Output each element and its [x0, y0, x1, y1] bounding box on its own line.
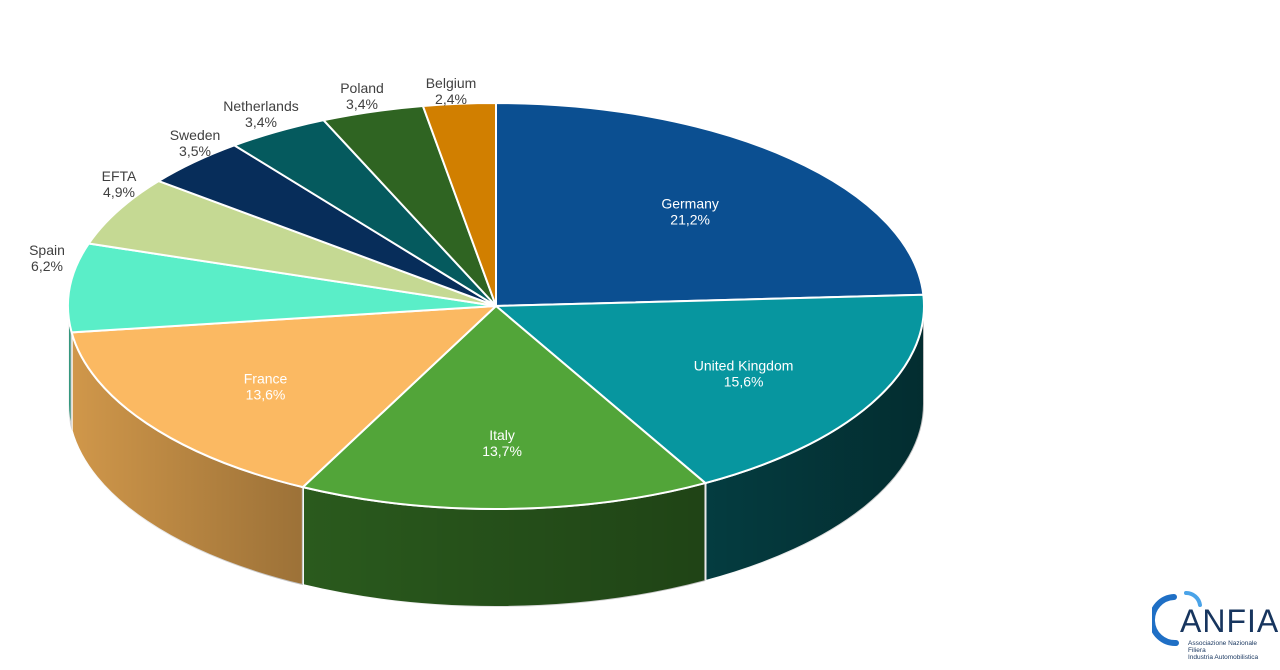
slice-value-germany: 21,2%: [670, 212, 710, 228]
pie-slice-france: [70, 304, 499, 489]
anfia-logo-mark: [1152, 590, 1202, 647]
pie-side-shade-united-kingdom: [705, 306, 924, 582]
pie-side-shade-spain: [68, 306, 72, 431]
slice-label-belgium: Belgium: [426, 75, 477, 91]
slice-value-belgium: 2,4%: [435, 91, 467, 107]
pie-tops: [67, 101, 925, 510]
pie-slice-spain: [67, 242, 497, 334]
slice-value-united-kingdom: 15,6%: [724, 373, 764, 389]
slice-value-netherlands: 3,4%: [245, 114, 277, 130]
pie-side-shade-france: [71, 332, 303, 586]
slice-value-france: 13,6%: [246, 386, 286, 402]
slice-label-france: France: [244, 370, 288, 386]
pie-sides: [67, 305, 925, 608]
pie-slice-germany: [495, 101, 925, 308]
slice-value-italy: 13,7%: [482, 443, 522, 459]
slice-label-efta: EFTA: [102, 168, 137, 184]
logo-subtitle-3: Industria Automobilistica: [1188, 654, 1259, 661]
slice-label-italy: Italy: [489, 427, 515, 443]
pie-slice-united-kingdom: [493, 293, 925, 485]
logo-word: ANFIA: [1180, 603, 1280, 639]
pie-slice-italy: [300, 304, 708, 510]
slice-label-poland: Poland: [340, 80, 384, 96]
pie-slice-belgium: [421, 101, 497, 307]
slice-label-sweden: Sweden: [170, 127, 221, 143]
slice-value-spain: 6,2%: [31, 258, 63, 274]
anfia-logo: ANFIA Associazione Nazionale Filiera Ind…: [1152, 585, 1280, 665]
slice-label-germany: Germany: [661, 196, 719, 212]
logo-subtitle-2: Filiera: [1188, 647, 1206, 654]
slice-label-united-kingdom: United Kingdom: [694, 357, 794, 373]
slice-value-sweden: 3,5%: [179, 143, 211, 159]
pie-side-shade-italy: [302, 483, 706, 607]
slice-label-netherlands: Netherlands: [223, 98, 299, 114]
slice-value-poland: 3,4%: [346, 96, 378, 112]
logo-subtitle-1: Associazione Nazionale: [1188, 640, 1258, 647]
pie-slice-efta: [87, 179, 497, 307]
slice-value-efta: 4,9%: [103, 184, 135, 200]
slice-label-spain: Spain: [29, 242, 65, 258]
